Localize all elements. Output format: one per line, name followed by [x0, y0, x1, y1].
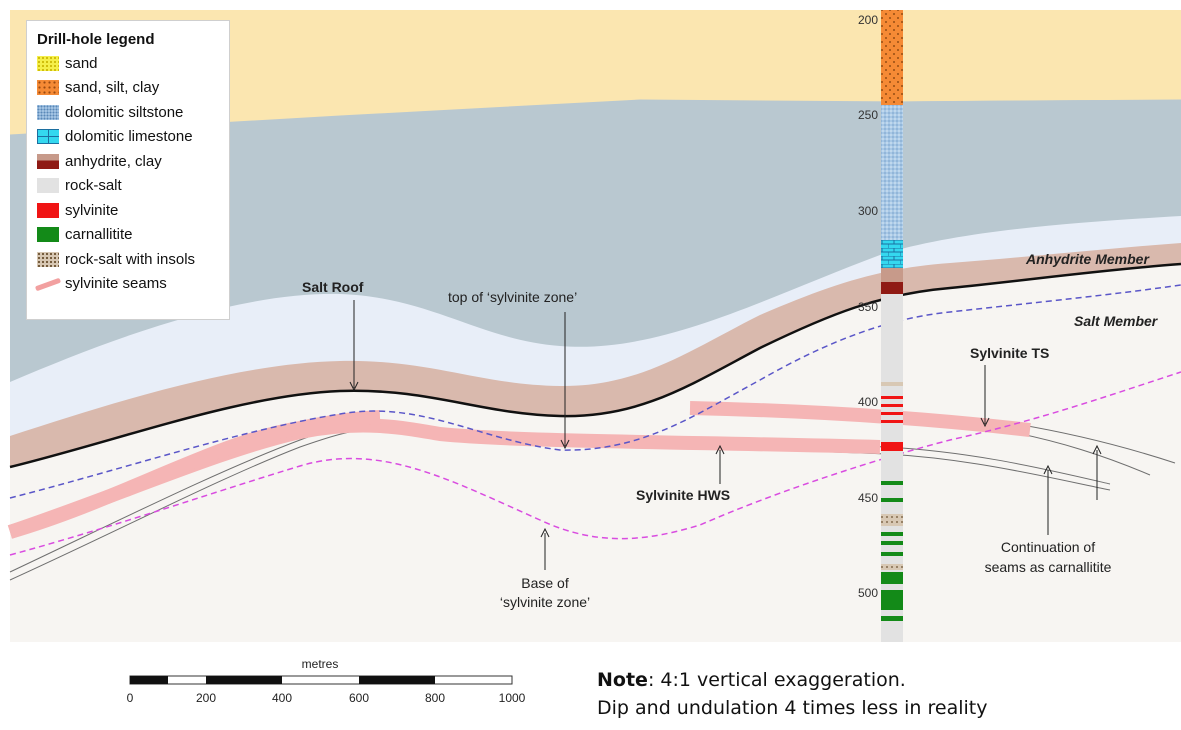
sylvinite-ts-label: Sylvinite TS [970, 345, 1049, 361]
sylvinite-seam-lower-branch [8, 410, 381, 539]
legend-label: rock-salt [65, 177, 122, 195]
continuation-label-1: Continuation of [1001, 539, 1095, 555]
legend-item-rock-salt-insols: rock-salt with insols [37, 247, 223, 272]
depth-tick-200: 200 [858, 13, 878, 27]
legend-label: anhydrite, clay [65, 152, 162, 170]
depth-tick-350: 350 [858, 300, 878, 314]
salt-roof-line [9, 262, 1181, 469]
scale-bar: metres 0 200 400 600 800 1000 [127, 657, 526, 705]
salt-member-label: Salt Member [1074, 313, 1159, 329]
sand-silt-clay-swatch [37, 80, 59, 96]
anhydrite-clay-swatch [37, 153, 59, 169]
rock-salt-swatch [37, 178, 59, 194]
legend-label: carnallitite [65, 226, 133, 244]
continuation-arrowhead-2 [1092, 444, 1102, 455]
depth-tick-300: 300 [858, 204, 878, 218]
legend-label: sand [65, 54, 98, 72]
depth-tick-400: 400 [858, 395, 878, 409]
sylvinite-ts-arrowhead [980, 417, 990, 428]
legend-label: sand, silt, clay [65, 79, 160, 97]
note: Note: 4:1 vertical exaggeration. Dip and… [597, 666, 987, 722]
dolomitic-siltstone-swatch [37, 104, 59, 120]
sand-swatch [37, 55, 59, 71]
scale-tick-600: 600 [349, 691, 369, 705]
dolomitic-limestone-swatch [37, 129, 59, 145]
base-zone-label-1: Base of [521, 575, 569, 591]
sylvinite-swatch [37, 202, 59, 218]
continuation-arrowhead-1 [1043, 464, 1053, 475]
drill-hole-legend: Drill-hole legend sand sand, silt, clay … [26, 20, 230, 320]
depth-tick-450: 450 [858, 491, 878, 505]
legend-title: Drill-hole legend [37, 31, 155, 48]
legend-item-sylvinite-seams: sylvinite seams [37, 272, 223, 297]
sylvinite-seam-ts [689, 401, 1031, 437]
note-line-1: Note: 4:1 vertical exaggeration. [597, 666, 987, 694]
continuation-label-2: seams as carnallitite [985, 559, 1112, 575]
base-sylvinite-zone-line [9, 371, 1181, 556]
sylvinite-hws-arrowhead [715, 444, 725, 455]
anhydrite-member-label: Anhydrite Member [1025, 251, 1150, 267]
legend-item-carnallitite: carnallitite [37, 223, 223, 248]
legend-item-sand-silt-clay: sand, silt, clay [37, 76, 223, 101]
legend-label: rock-salt with insols [65, 250, 196, 268]
legend-label: sylvinite [65, 201, 119, 219]
scale-tick-1000: 1000 [499, 691, 526, 705]
scale-tick-200: 200 [196, 691, 216, 705]
base-zone-arrowhead [540, 527, 550, 538]
scale-tick-800: 800 [425, 691, 445, 705]
salt-roof-arrowhead [349, 381, 359, 392]
base-zone-label-2: ‘sylvinite zone’ [500, 594, 590, 610]
carnallitite-swatch [37, 227, 59, 243]
legend-item-dolomitic-siltstone: dolomitic siltstone [37, 100, 223, 125]
legend-label: dolomitic siltstone [65, 103, 184, 121]
top-zone-label: top of ‘sylvinite zone’ [448, 289, 577, 305]
drill-hole-column [881, 10, 903, 642]
legend-item-sand: sand [37, 51, 223, 76]
note-line1-text: : 4:1 vertical exaggeration. [647, 669, 906, 691]
top-sylvinite-zone-line [9, 284, 1181, 499]
legend-item-dolomitic-limestone: dolomitic limestone [37, 125, 223, 150]
note-bold: Note [597, 669, 648, 691]
legend-item-anhydrite-clay: anhydrite, clay [37, 149, 223, 174]
legend-item-rock-salt: rock-salt [37, 174, 223, 199]
sylvinite-seams-swatch [37, 276, 59, 291]
legend-label: dolomitic limestone [65, 128, 193, 146]
top-zone-arrowhead [560, 439, 570, 450]
legend-label: sylvinite seams [65, 275, 167, 293]
salt-roof-label: Salt Roof [302, 279, 364, 295]
note-line-2: Dip and undulation 4 times less in reali… [597, 697, 988, 719]
rock-salt-insols-swatch [37, 251, 59, 267]
scale-tick-400: 400 [272, 691, 292, 705]
legend-item-sylvinite: sylvinite [37, 198, 223, 223]
depth-tick-250: 250 [858, 108, 878, 122]
scale-tick-0: 0 [127, 691, 134, 705]
sylvinite-hws-label: Sylvinite HWS [636, 487, 730, 503]
scale-bar-unit: metres [302, 657, 339, 671]
depth-tick-500: 500 [858, 586, 878, 600]
